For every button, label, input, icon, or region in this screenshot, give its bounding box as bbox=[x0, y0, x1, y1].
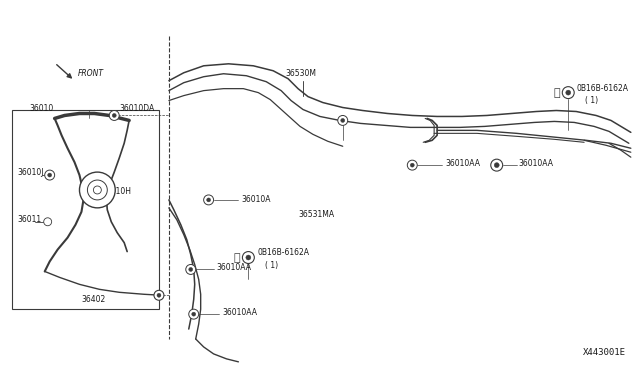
Circle shape bbox=[246, 255, 251, 260]
Circle shape bbox=[48, 173, 52, 177]
Circle shape bbox=[154, 290, 164, 300]
Text: 36010DA: 36010DA bbox=[119, 104, 154, 113]
Circle shape bbox=[157, 293, 161, 297]
Circle shape bbox=[189, 309, 198, 319]
Text: 36010AA: 36010AA bbox=[216, 263, 252, 272]
Circle shape bbox=[93, 186, 101, 194]
Text: ( 1): ( 1) bbox=[265, 261, 278, 270]
Circle shape bbox=[112, 113, 116, 118]
Text: 0B16B-6162A: 0B16B-6162A bbox=[257, 248, 309, 257]
Text: X443001E: X443001E bbox=[583, 348, 626, 357]
Text: 36530M: 36530M bbox=[285, 69, 317, 78]
Text: ( 1): ( 1) bbox=[585, 96, 598, 105]
Circle shape bbox=[192, 312, 196, 316]
Circle shape bbox=[566, 90, 571, 95]
Text: 36011: 36011 bbox=[18, 215, 42, 224]
Circle shape bbox=[243, 251, 254, 263]
Text: 36010A: 36010A bbox=[241, 195, 271, 204]
Text: Ⓢ: Ⓢ bbox=[553, 88, 559, 97]
Circle shape bbox=[338, 115, 348, 125]
Circle shape bbox=[79, 172, 115, 208]
Circle shape bbox=[207, 198, 211, 202]
Text: 36010J: 36010J bbox=[18, 168, 44, 177]
Circle shape bbox=[204, 195, 214, 205]
Text: 36010H: 36010H bbox=[101, 187, 131, 196]
Circle shape bbox=[494, 163, 499, 168]
Text: 36402: 36402 bbox=[81, 295, 106, 304]
Circle shape bbox=[340, 118, 345, 122]
Bar bbox=[12, 110, 159, 309]
Text: 36010AA: 36010AA bbox=[223, 308, 257, 317]
Circle shape bbox=[563, 87, 574, 99]
Text: 36010AA: 36010AA bbox=[445, 158, 480, 168]
Text: 36010: 36010 bbox=[30, 104, 54, 113]
Text: FRONT: FRONT bbox=[77, 69, 104, 78]
Circle shape bbox=[491, 159, 502, 171]
Circle shape bbox=[410, 163, 414, 167]
Circle shape bbox=[109, 110, 119, 121]
Circle shape bbox=[44, 218, 52, 226]
Text: Ⓢ: Ⓢ bbox=[233, 253, 240, 263]
Circle shape bbox=[186, 264, 196, 275]
Circle shape bbox=[189, 267, 193, 272]
Circle shape bbox=[45, 170, 54, 180]
Text: 0B16B-6162A: 0B16B-6162A bbox=[576, 84, 628, 93]
Text: 36010AA: 36010AA bbox=[518, 158, 554, 168]
Circle shape bbox=[407, 160, 417, 170]
Circle shape bbox=[88, 180, 108, 200]
Text: 36531MA: 36531MA bbox=[298, 210, 334, 219]
